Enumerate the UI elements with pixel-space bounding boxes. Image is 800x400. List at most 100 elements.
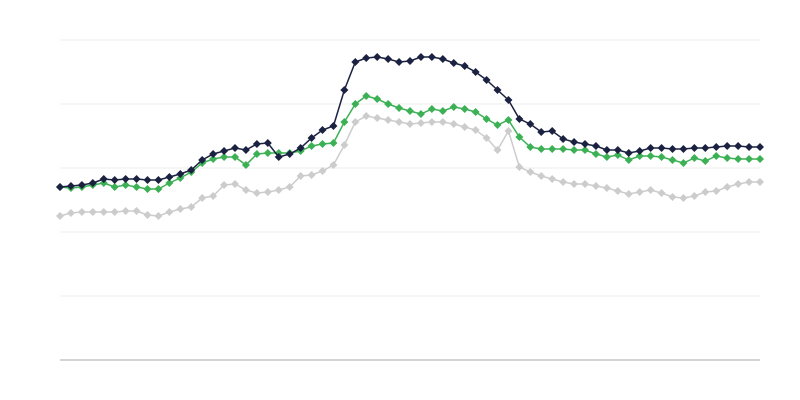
data-point xyxy=(143,211,152,219)
data-point xyxy=(427,105,436,113)
data-point xyxy=(723,154,732,162)
data-point xyxy=(756,155,764,163)
data-point xyxy=(362,92,371,100)
series-line xyxy=(59,115,760,217)
data-point xyxy=(406,57,414,65)
data-point xyxy=(581,140,589,148)
data-point xyxy=(121,175,130,183)
data-point xyxy=(187,166,196,174)
data-point xyxy=(515,163,524,171)
data-point xyxy=(591,182,600,190)
data-point xyxy=(756,178,764,186)
data-point xyxy=(646,144,655,152)
data-point xyxy=(329,139,338,147)
data-point xyxy=(220,153,229,161)
data-point xyxy=(198,156,207,164)
data-point xyxy=(132,175,141,183)
data-point xyxy=(406,107,414,115)
data-point xyxy=(624,156,633,164)
data-point xyxy=(471,108,480,116)
data-point xyxy=(745,155,754,163)
data-point xyxy=(231,180,239,188)
data-point xyxy=(165,173,174,181)
data-point xyxy=(318,140,327,148)
data-point xyxy=(646,186,655,194)
data-point xyxy=(657,153,666,161)
data-point xyxy=(274,153,283,161)
data-point xyxy=(154,176,163,184)
data-point xyxy=(351,118,360,126)
data-point xyxy=(537,145,546,153)
data-point xyxy=(56,212,64,220)
data-point xyxy=(252,140,261,148)
data-point xyxy=(471,68,480,76)
data-point xyxy=(77,181,86,189)
data-point xyxy=(493,86,502,94)
data-point xyxy=(296,172,305,180)
data-point xyxy=(504,116,513,124)
data-point xyxy=(252,189,261,197)
data-point xyxy=(734,180,743,188)
data-point xyxy=(351,58,360,66)
data-point xyxy=(460,62,469,70)
data-point xyxy=(77,208,86,216)
data-point xyxy=(624,149,633,157)
data-point xyxy=(384,55,393,63)
data-point xyxy=(427,118,436,126)
data-point xyxy=(635,152,644,160)
data-point xyxy=(252,150,261,158)
data-point xyxy=(526,168,535,176)
data-point xyxy=(460,105,469,113)
data-point xyxy=(395,118,404,126)
data-point xyxy=(668,156,677,164)
data-point xyxy=(471,126,480,134)
data-point xyxy=(504,96,513,104)
data-point xyxy=(318,167,327,175)
data-point xyxy=(241,186,250,194)
data-point xyxy=(548,145,557,153)
data-point xyxy=(438,107,447,115)
data-point xyxy=(504,127,513,135)
data-point xyxy=(307,134,316,142)
data-point xyxy=(121,181,130,189)
data-point xyxy=(537,172,546,180)
data-point xyxy=(220,147,229,155)
data-point xyxy=(66,209,75,217)
data-point xyxy=(712,187,721,195)
data-point xyxy=(745,178,754,186)
data-point xyxy=(745,143,754,151)
data-point xyxy=(613,146,622,154)
data-point xyxy=(231,144,239,152)
data-point xyxy=(570,138,579,146)
data-point xyxy=(143,185,152,193)
data-point xyxy=(416,53,425,61)
data-point xyxy=(712,152,721,160)
data-point xyxy=(734,142,743,150)
data-point xyxy=(756,143,764,151)
data-point xyxy=(154,185,163,193)
data-point xyxy=(274,186,283,194)
data-point xyxy=(526,143,535,151)
data-point xyxy=(602,153,611,161)
data-point xyxy=(493,121,502,129)
data-point xyxy=(373,53,382,61)
data-point xyxy=(515,115,524,123)
data-point xyxy=(679,159,688,167)
data-point xyxy=(263,149,272,157)
data-point xyxy=(570,146,579,154)
data-point xyxy=(329,161,338,169)
data-point xyxy=(154,212,163,220)
data-point xyxy=(482,76,491,84)
data-point xyxy=(241,146,250,154)
data-point xyxy=(723,183,732,191)
data-point xyxy=(241,161,250,169)
data-point xyxy=(307,142,316,150)
data-point xyxy=(416,119,425,127)
data-point xyxy=(296,144,305,152)
data-point xyxy=(613,187,622,195)
data-point xyxy=(416,110,425,118)
data-point xyxy=(263,139,272,147)
data-point xyxy=(581,180,589,188)
data-point xyxy=(121,207,130,215)
